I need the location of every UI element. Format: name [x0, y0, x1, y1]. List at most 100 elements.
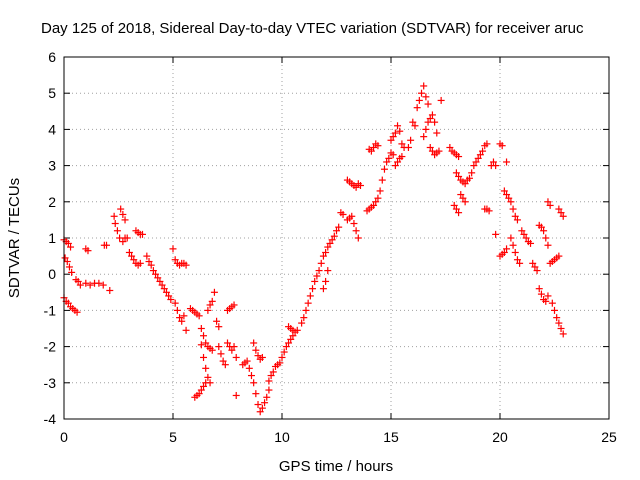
data-point — [457, 191, 465, 199]
y-tick-label: -2 — [44, 339, 57, 355]
data-point — [485, 207, 493, 215]
data-point — [426, 115, 434, 123]
data-point — [173, 306, 181, 314]
data-point — [470, 162, 478, 170]
y-axis-label: SDTVAR / TECUs — [6, 178, 23, 298]
data-point — [520, 230, 528, 238]
data-point — [254, 401, 262, 409]
data-point — [518, 227, 526, 235]
data-point — [204, 373, 212, 381]
data-point — [265, 377, 273, 385]
data-point — [252, 346, 260, 354]
data-point — [250, 339, 258, 347]
data-point — [149, 267, 157, 275]
data-point — [204, 306, 212, 314]
data-point — [352, 227, 360, 235]
data-point — [324, 267, 332, 275]
data-point — [215, 343, 223, 351]
data-point — [311, 277, 319, 285]
data-point — [559, 212, 567, 220]
data-point — [121, 216, 129, 224]
data-point — [160, 285, 168, 293]
data-point — [387, 136, 395, 144]
data-point — [424, 118, 432, 126]
data-point — [117, 205, 125, 213]
data-point — [435, 147, 443, 155]
data-point — [195, 390, 203, 398]
data-point — [535, 285, 543, 293]
data-point — [119, 238, 127, 246]
data-point — [407, 136, 415, 144]
data-point — [500, 248, 508, 256]
data-point — [559, 330, 567, 338]
data-point — [372, 198, 380, 206]
data-point — [219, 357, 227, 365]
data-point — [505, 194, 513, 202]
data-point — [202, 379, 210, 387]
data-point — [128, 252, 136, 260]
y-tick-label: 3 — [48, 158, 56, 174]
data-point — [489, 158, 497, 166]
data-point — [529, 259, 537, 267]
data-point — [326, 239, 334, 247]
data-point — [551, 306, 558, 314]
data-point — [169, 245, 177, 253]
data-point — [182, 261, 190, 269]
data-point — [507, 198, 515, 206]
data-point — [106, 286, 114, 294]
data-point — [431, 118, 439, 126]
data-point — [333, 227, 340, 235]
data-point — [557, 209, 565, 217]
data-point — [280, 348, 288, 356]
data-point — [147, 261, 155, 269]
data-point — [125, 248, 133, 256]
x-tick-label: 25 — [601, 429, 617, 445]
data-point — [82, 279, 90, 287]
data-point — [322, 277, 330, 285]
data-point — [413, 104, 421, 112]
data-point — [426, 144, 434, 151]
data-point — [513, 216, 521, 224]
data-point — [389, 133, 397, 141]
data-point — [527, 239, 535, 247]
y-tick-label: -3 — [44, 375, 57, 391]
data-point — [68, 268, 76, 276]
y-tick-label: 6 — [48, 49, 56, 65]
data-point — [232, 391, 240, 399]
data-point — [479, 147, 487, 155]
data-point — [171, 299, 179, 307]
data-point — [544, 198, 552, 206]
data-point — [474, 154, 482, 162]
data-point — [468, 169, 476, 177]
data-point — [63, 258, 71, 266]
data-point — [258, 353, 266, 361]
data-point — [287, 335, 295, 343]
data-point — [492, 162, 500, 170]
data-point — [67, 243, 75, 251]
data-point — [389, 151, 397, 159]
data-point — [61, 254, 69, 262]
grid-lines — [64, 57, 609, 419]
x-tick-label: 0 — [60, 429, 68, 445]
chart-title: Day 125 of 2018, Sidereal Day-to-day VTE… — [41, 20, 584, 37]
x-tick-label: 10 — [274, 429, 290, 445]
data-point — [285, 339, 293, 347]
data-point — [522, 234, 530, 242]
data-point — [328, 236, 336, 244]
data-point — [503, 158, 511, 166]
data-point — [433, 129, 441, 137]
data-point — [200, 332, 208, 340]
data-point — [322, 248, 330, 256]
data-point — [544, 292, 552, 300]
data-point — [555, 319, 563, 327]
data-point — [254, 352, 262, 360]
data-point — [267, 372, 275, 380]
data-point — [154, 274, 162, 282]
data-point — [113, 227, 121, 235]
data-point — [145, 258, 153, 266]
data-point — [437, 96, 445, 104]
data-point — [492, 230, 500, 238]
data-point — [455, 209, 463, 217]
data-point — [156, 277, 164, 285]
y-tick-label: 1 — [48, 230, 56, 246]
